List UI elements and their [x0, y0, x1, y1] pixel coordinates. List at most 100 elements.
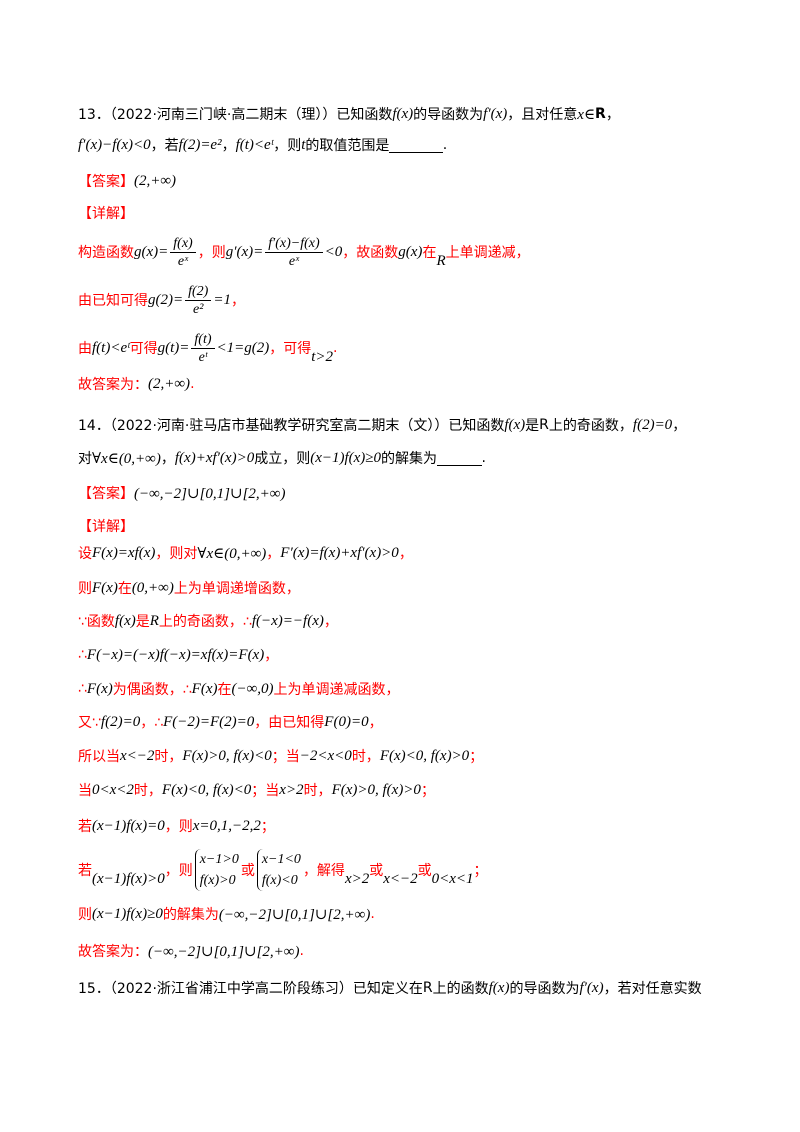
math-expression: x<−2	[120, 747, 155, 764]
math-expression: (−∞,0)	[231, 680, 274, 697]
question-text: ，则	[273, 138, 302, 154]
math-expression: f(x)	[392, 105, 414, 122]
math-expression: 0<x<1	[431, 870, 474, 887]
math-expression: ∀x∈(0,+∞)	[92, 450, 161, 467]
math-expression: g(2)=	[148, 291, 184, 308]
solution-text: 又∵	[78, 715, 101, 731]
math-expression: F(x)	[86, 680, 113, 697]
math-expression: (x−1)f(x)>0	[92, 870, 165, 887]
math-expression: <0	[324, 243, 343, 260]
math-expression: F(−2)=F(2)=0	[163, 713, 255, 730]
math-expression: (2,+∞)	[148, 375, 191, 392]
math-expression: g(x)	[398, 243, 423, 260]
math-expression: F(0)=0	[324, 713, 369, 730]
solution-text: 或	[369, 863, 384, 879]
question-text: R	[539, 417, 549, 433]
solution-text: 若	[78, 863, 92, 879]
solution-text: ；	[260, 819, 275, 835]
q13-detail-2: 由已知可得 g(2)= f(2) e² =1，	[78, 284, 245, 317]
math-expression: t>2	[311, 348, 334, 365]
q14-stem-line2: 对 ∀x∈(0,+∞)， f(x)+xf′(x)>0 成立，则 (x−1)f(x)≥0 的…	[78, 447, 486, 469]
solution-text: 构造函数	[78, 245, 134, 261]
question-text: R	[595, 106, 606, 122]
numerator: f′(x)−f(x)	[265, 235, 323, 253]
question-text: ，且对任意	[507, 107, 578, 123]
math-expression: 0<x<2	[92, 781, 134, 798]
solution-text: 或	[417, 863, 432, 879]
solution-text: 设	[78, 546, 92, 562]
question-text: ，	[672, 418, 687, 434]
math-expression: f(x)	[488, 979, 510, 996]
solution-text: ，可得	[269, 341, 312, 357]
math-expression: (x−1)f(x)=0	[92, 817, 165, 834]
question-text: R	[422, 980, 433, 996]
question-text: 上的函数	[432, 981, 489, 997]
math-expression: g(t)=	[157, 339, 190, 356]
solution-text: ，	[264, 648, 279, 664]
fraction: f(t) eᵗ	[191, 331, 215, 366]
solution-text: 在	[422, 245, 437, 261]
solution-text: 上的奇函数，∴	[158, 614, 252, 630]
solution-text: .	[190, 376, 195, 392]
math-expression: F(x)<0, f(x)<0	[161, 781, 252, 798]
q14-conclusion: 故答案为： (−∞,−2]∪[0,1]∪[2,+∞).	[78, 940, 304, 962]
solution-text: 的解集为	[162, 907, 219, 923]
question-text: 14．（2022·河南·驻马店市基础教学研究室高二期末（文））已知函数	[78, 418, 505, 434]
math-expression: f′(x)−f(x)<0	[78, 136, 151, 153]
solution-text: 时，	[351, 749, 380, 765]
solution-text: ；当	[251, 783, 280, 799]
math-expression: (x−1)f(x)≥0	[92, 905, 163, 922]
math-expression: g′(x)=	[225, 243, 264, 260]
solution-text: ，	[230, 293, 245, 309]
case-row: f(x)<0	[261, 873, 298, 888]
solution-text: 【答案】	[78, 486, 134, 502]
case-system: x−1>0 f(x)>0	[194, 849, 239, 891]
q13-conclusion: 故答案为： (2,+∞).	[78, 373, 195, 395]
fraction: f(2) e²	[185, 283, 212, 318]
math-expression: (0,+∞)	[131, 579, 174, 596]
question-text: ，若对任意实数	[603, 981, 702, 997]
q14-detail-10: 若 (x−1)f(x)>0 ，则 x−1>0 f(x)>0 或 x−1<0 f(x)<0 ，解得…	[78, 849, 488, 891]
math-expression: F(x)>0, f(x)<0	[182, 747, 272, 764]
solution-text: 在	[117, 581, 132, 597]
solution-text: .	[299, 943, 304, 959]
solution-text: 上为单调递增函数，	[173, 581, 300, 597]
question-text: .	[481, 450, 486, 466]
solution-text: ，故函数	[342, 245, 399, 261]
solution-text: 上为单调递减函数，	[273, 682, 400, 698]
solution-text: 在	[217, 682, 232, 698]
math-expression: f(2)=e²	[178, 136, 222, 153]
solution-text: 故答案为：	[78, 944, 148, 960]
math-expression: t	[301, 136, 306, 153]
q14-detail-2: 则 F(x) 在 (0,+∞) 上为单调递增函数，	[78, 577, 300, 599]
solution-text: 【答案】	[78, 174, 134, 190]
denominator: eˣ	[177, 253, 189, 269]
solution-text: .	[333, 340, 338, 356]
solution-text: 时，	[303, 783, 332, 799]
solution-text: ∵函数	[78, 614, 115, 630]
solution-text: .	[370, 906, 375, 922]
solution-text: 则	[78, 581, 92, 597]
math-expression: (−∞,−2]∪[0,1]∪[2,+∞)	[148, 943, 300, 960]
question-text: .	[442, 137, 448, 153]
q13-detail-1: 构造函数 g(x)= f(x) eˣ ，则 g′(x)= f′(x)−f(x) eˣ <0 ，故函…	[78, 236, 530, 269]
question-text: ，	[605, 107, 620, 123]
q14-detail-1: 设 F(x)=xf(x) ，则对 ∀x∈(0,+∞)， F′(x)=f(x)+xf′(x…	[78, 542, 413, 564]
math-expression: R	[436, 252, 446, 269]
math-expression: f(2)=0	[632, 416, 673, 433]
math-expression: f(t)<eᵗ	[92, 339, 130, 356]
solution-text: ，则	[164, 863, 193, 879]
question-text: 是	[525, 418, 540, 434]
answer-blank	[437, 451, 482, 466]
math-expression: f′(x)	[483, 105, 508, 122]
math-expression: <1=g(2)	[216, 339, 270, 356]
q14-detail-7: 所以当 x<−2 时， F(x)>0, f(x)<0 ；当 −2<x<0 时， F(x)<0,…	[78, 745, 483, 767]
math-expression: f(−x)=−f(x)	[251, 612, 324, 629]
math-expression: F(−x)=(−x)f(−x)=xf(x)=F(x)	[86, 646, 265, 663]
q14-detail-3: ∵函数 f(x) 是 R 上的奇函数，∴ f(−x)=−f(x)，	[78, 610, 338, 632]
q14-answer: 【答案】 (−∞,−2]∪[0,1]∪[2,+∞)	[78, 482, 285, 504]
question-text: 15．（2022·浙江省浦江中学高二阶段练习）已知定义在	[78, 981, 423, 997]
denominator: eᵗ	[198, 349, 208, 365]
math-expression: x<−2	[383, 870, 418, 887]
math-expression: f(x)	[504, 416, 526, 433]
